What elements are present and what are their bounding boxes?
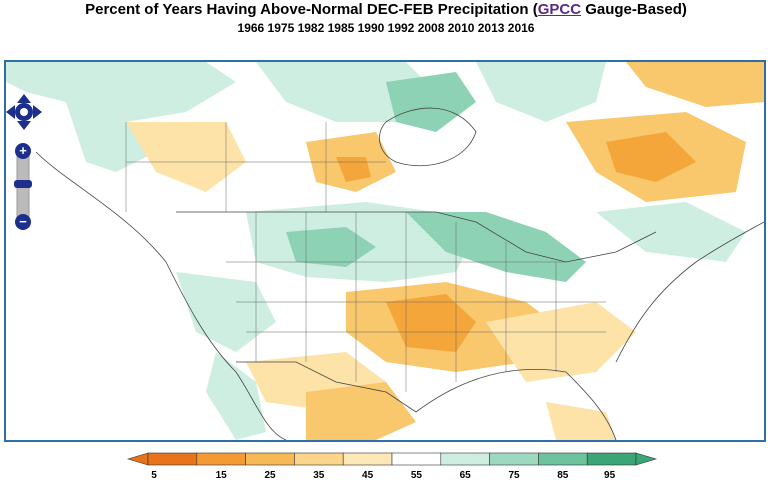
pan-down-icon[interactable] xyxy=(17,121,31,130)
legend-tick-label: 75 xyxy=(508,470,520,481)
area-north-canada-green xyxy=(256,62,436,122)
area-southern-plains-orange-strong xyxy=(386,294,476,352)
hudson-bay xyxy=(379,107,477,167)
area-hudson-green xyxy=(386,72,476,132)
pan-right-icon[interactable] xyxy=(33,105,42,119)
legend-colorbar: 5 15 25 35 45 55 65 75 85 95 xyxy=(126,452,658,481)
legend-swatch xyxy=(294,452,344,466)
country-borders xyxy=(35,107,764,440)
area-alaska-orange xyxy=(126,122,246,192)
legend-swatch xyxy=(489,452,539,466)
gpcc-link[interactable]: GPCC xyxy=(537,1,582,18)
area-florida-orange xyxy=(546,402,616,440)
area-west-canada-green xyxy=(66,102,156,172)
gulf-coast xyxy=(415,369,617,440)
zoom-out-button[interactable] xyxy=(15,214,31,230)
us-canada-border xyxy=(176,211,657,263)
legend-arrow-high xyxy=(635,452,658,466)
pan-left-icon[interactable] xyxy=(6,105,15,119)
area-plains-green-strong xyxy=(286,227,376,267)
years-subtitle: 1966 1975 1982 1985 1990 1992 2008 2010 … xyxy=(237,21,535,35)
legend-swatches xyxy=(126,452,658,466)
legend-tick-label: 65 xyxy=(460,470,472,481)
legend-tick-label: 15 xyxy=(216,470,228,481)
legend-labels: 5 15 25 35 45 55 65 75 85 95 xyxy=(151,470,615,481)
area-greatlakes-green xyxy=(406,212,586,282)
legend-swatch xyxy=(342,452,393,466)
zoom-in-button[interactable] xyxy=(15,143,31,159)
page-title: Percent of Years Having Above-Normal DEC… xyxy=(0,0,772,19)
legend-swatch xyxy=(196,452,246,466)
map-panel[interactable] xyxy=(4,60,766,442)
area-baja-green xyxy=(206,352,266,440)
area-greenland-orange xyxy=(626,62,764,107)
zoom-slider-handle[interactable] xyxy=(14,180,32,188)
zoom-out-label: − xyxy=(19,214,27,229)
legend-tick-label: 35 xyxy=(313,470,325,481)
legend-tick-label: 5 xyxy=(151,470,157,481)
coastline-west xyxy=(35,151,287,440)
zoom-in-label: + xyxy=(19,143,27,158)
legend-tick-label: 25 xyxy=(264,470,276,481)
east-coast xyxy=(615,221,764,363)
area-west-coast-green xyxy=(176,272,276,352)
legend-tick-label: 85 xyxy=(557,470,569,481)
zoom-control[interactable]: + − xyxy=(13,142,33,232)
area-labrador-orange-strong xyxy=(606,132,696,182)
legend-arrow-low xyxy=(126,452,149,466)
pan-arrows-icon[interactable] xyxy=(6,94,42,130)
legend-swatch xyxy=(440,452,490,466)
legend-tick-label: 95 xyxy=(604,470,616,481)
precipitation-map[interactable] xyxy=(6,62,764,440)
area-mexico-orange xyxy=(306,382,416,440)
legend-tick-label: 45 xyxy=(362,470,374,481)
title-suffix: Gauge-Based) xyxy=(581,1,687,18)
legend-swatch xyxy=(147,452,198,466)
legend-swatch xyxy=(538,452,588,466)
legend-tick-label: 55 xyxy=(411,470,423,481)
pan-control[interactable] xyxy=(6,92,42,132)
legend-swatch xyxy=(391,452,442,466)
legend-swatch xyxy=(586,452,637,466)
area-prairie-orange-strong xyxy=(336,157,371,182)
state-borders xyxy=(125,122,606,392)
area-northeast-green xyxy=(596,202,746,262)
area-quebec-green xyxy=(476,62,606,122)
title-prefix: Percent of Years Having Above-Normal DEC… xyxy=(85,1,538,18)
area-southeast-orange xyxy=(486,302,636,382)
legend-swatch xyxy=(245,452,295,466)
area-alaska-east-green xyxy=(6,62,236,122)
pan-up-icon[interactable] xyxy=(17,94,31,103)
us-mexico-border xyxy=(236,361,417,413)
